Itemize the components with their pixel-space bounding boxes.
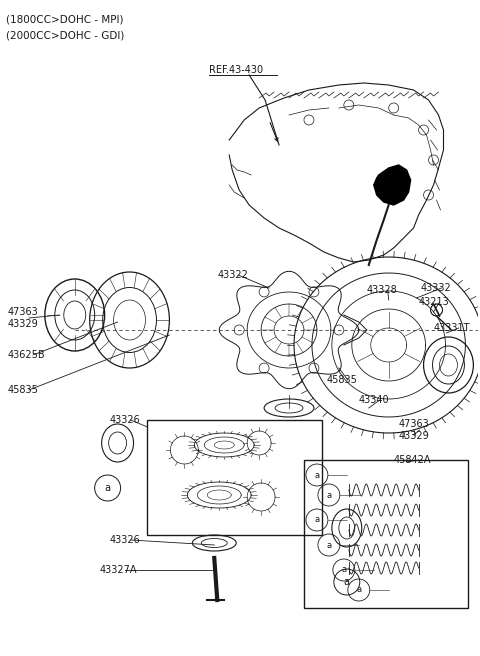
Text: 43331T: 43331T <box>433 323 470 333</box>
Text: a: a <box>326 491 332 499</box>
Text: 45842A: 45842A <box>394 455 431 465</box>
Text: a: a <box>314 516 320 525</box>
Text: 43340: 43340 <box>359 395 389 405</box>
Text: 47363
43329: 47363 43329 <box>8 307 39 329</box>
Text: 45835: 45835 <box>8 385 39 395</box>
Text: a: a <box>341 565 347 575</box>
Text: 43322: 43322 <box>217 270 248 280</box>
Text: a: a <box>344 577 350 587</box>
Text: 43328: 43328 <box>367 285 397 295</box>
Text: a: a <box>105 483 110 493</box>
Text: 43327A: 43327A <box>100 565 137 575</box>
Text: 45835: 45835 <box>327 375 358 385</box>
Text: 43332: 43332 <box>420 283 451 293</box>
Polygon shape <box>431 304 443 316</box>
Text: (1800CC>DOHC - MPI): (1800CC>DOHC - MPI) <box>6 14 123 24</box>
Bar <box>147 420 322 535</box>
Polygon shape <box>374 165 410 205</box>
Text: REF.43-430: REF.43-430 <box>209 65 264 75</box>
Text: (2000CC>DOHC - GDI): (2000CC>DOHC - GDI) <box>6 30 124 40</box>
Text: a: a <box>356 586 361 594</box>
Text: 43326: 43326 <box>109 535 140 545</box>
Text: a: a <box>326 541 332 550</box>
Text: 43213: 43213 <box>419 297 449 307</box>
Text: 43326: 43326 <box>109 415 140 425</box>
Text: 43625B: 43625B <box>8 350 46 360</box>
Text: a: a <box>314 470 320 480</box>
Bar <box>304 460 468 608</box>
Text: 47363
43329: 47363 43329 <box>399 419 430 441</box>
